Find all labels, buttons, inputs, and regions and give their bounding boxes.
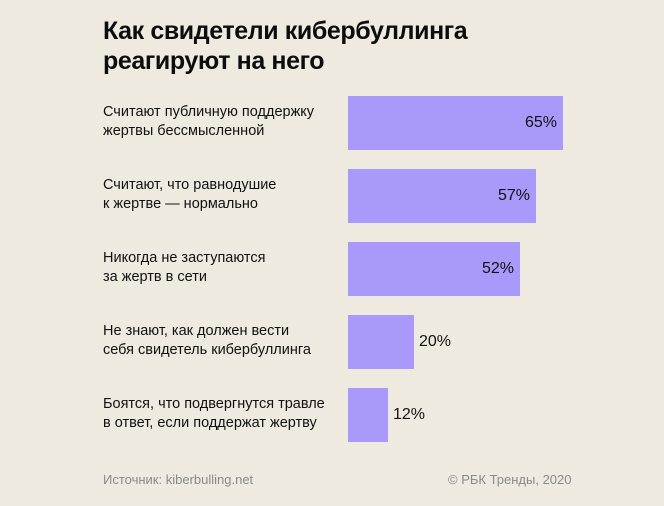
category-label: Никогда не заступаются за жертв в сети	[103, 249, 348, 287]
category-label: Боятся, что подвергнутся травле в ответ, …	[103, 395, 348, 433]
bar	[348, 242, 520, 296]
bar	[348, 96, 563, 150]
chart-title-line-2: реагируют на него	[103, 47, 325, 75]
category-label-line: Считают публичную поддержку	[103, 104, 315, 120]
category-label: Считают публичную поддержку жертвы бессмы…	[103, 103, 348, 141]
value-label: 12%	[393, 406, 426, 423]
bar	[348, 315, 414, 369]
category-label: Не знают, как должен вести себя свидетель…	[103, 322, 348, 360]
value-label: 65%	[524, 114, 557, 131]
category-label-line: Боятся, что подвергнутся травле	[103, 396, 325, 412]
category-label-line: себя свидетель кибербуллинга	[103, 342, 311, 358]
category-label-line: Не знают, как должен вести	[103, 323, 290, 339]
category-label-line: за жертв в сети	[103, 269, 207, 285]
category-label-line: в ответ, если поддержат жертву	[103, 415, 317, 431]
category-label-line: Считают, что равнодушие	[103, 177, 277, 193]
value-label: 20%	[419, 333, 452, 350]
chart-title: Как свидетели кибербуллинга реагируют на…	[103, 16, 563, 76]
category-label: Считают, что равнодушие к жертве — нормал…	[103, 176, 348, 214]
source-note: Источник: kiberbulling.net	[103, 472, 254, 487]
category-label-line: Никогда не заступаются	[103, 250, 266, 266]
category-label-line: жертвы бессмысленной	[103, 123, 265, 139]
bar	[348, 169, 536, 223]
copyright-note: © РБК Тренды, 2020	[448, 472, 572, 487]
bar	[348, 388, 388, 442]
value-label: 57%	[497, 187, 530, 204]
category-label-line: к жертве — нормально	[103, 196, 258, 212]
chart-title-line-1: Как свидетели кибербуллинга	[103, 17, 468, 45]
value-label: 52%	[481, 260, 514, 277]
